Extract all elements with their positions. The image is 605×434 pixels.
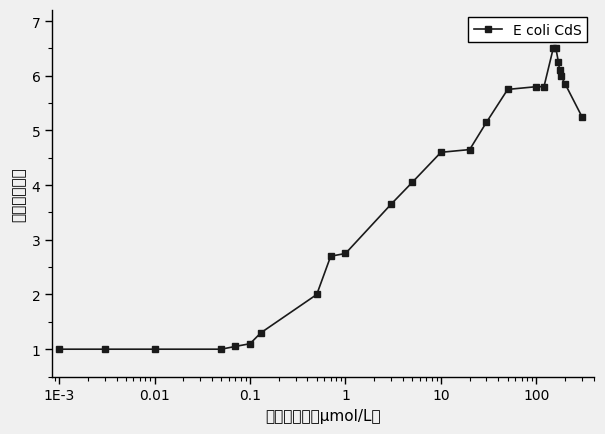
E coli CdS: [232, 344, 239, 349]
E coli CdS: [387, 202, 394, 207]
E coli CdS: [342, 251, 349, 256]
E coli CdS: [101, 347, 108, 352]
E coli CdS: [408, 181, 416, 186]
Line: E coli CdS: E coli CdS: [56, 46, 586, 353]
Legend: E coli CdS: E coli CdS: [468, 18, 587, 43]
E coli CdS: [540, 85, 548, 90]
E coli CdS: [327, 254, 335, 259]
E coli CdS: [561, 82, 569, 87]
E coli CdS: [549, 47, 557, 52]
E coli CdS: [556, 69, 563, 74]
E coli CdS: [257, 330, 264, 335]
E coli CdS: [466, 148, 473, 153]
E coli CdS: [483, 120, 490, 125]
E coli CdS: [56, 347, 63, 352]
X-axis label: 镜离子浓度（μmol/L）: 镜离子浓度（μmol/L）: [266, 408, 381, 423]
E coli CdS: [533, 85, 540, 90]
E coli CdS: [437, 150, 445, 155]
E coli CdS: [218, 347, 225, 352]
E coli CdS: [555, 60, 562, 66]
E coli CdS: [557, 74, 564, 79]
E coli CdS: [313, 292, 321, 297]
E coli CdS: [552, 47, 560, 52]
E coli CdS: [246, 341, 253, 346]
E coli CdS: [578, 115, 586, 120]
Y-axis label: 相对荧光强度: 相对荧光强度: [11, 167, 26, 221]
E coli CdS: [504, 88, 511, 93]
E coli CdS: [151, 347, 158, 352]
